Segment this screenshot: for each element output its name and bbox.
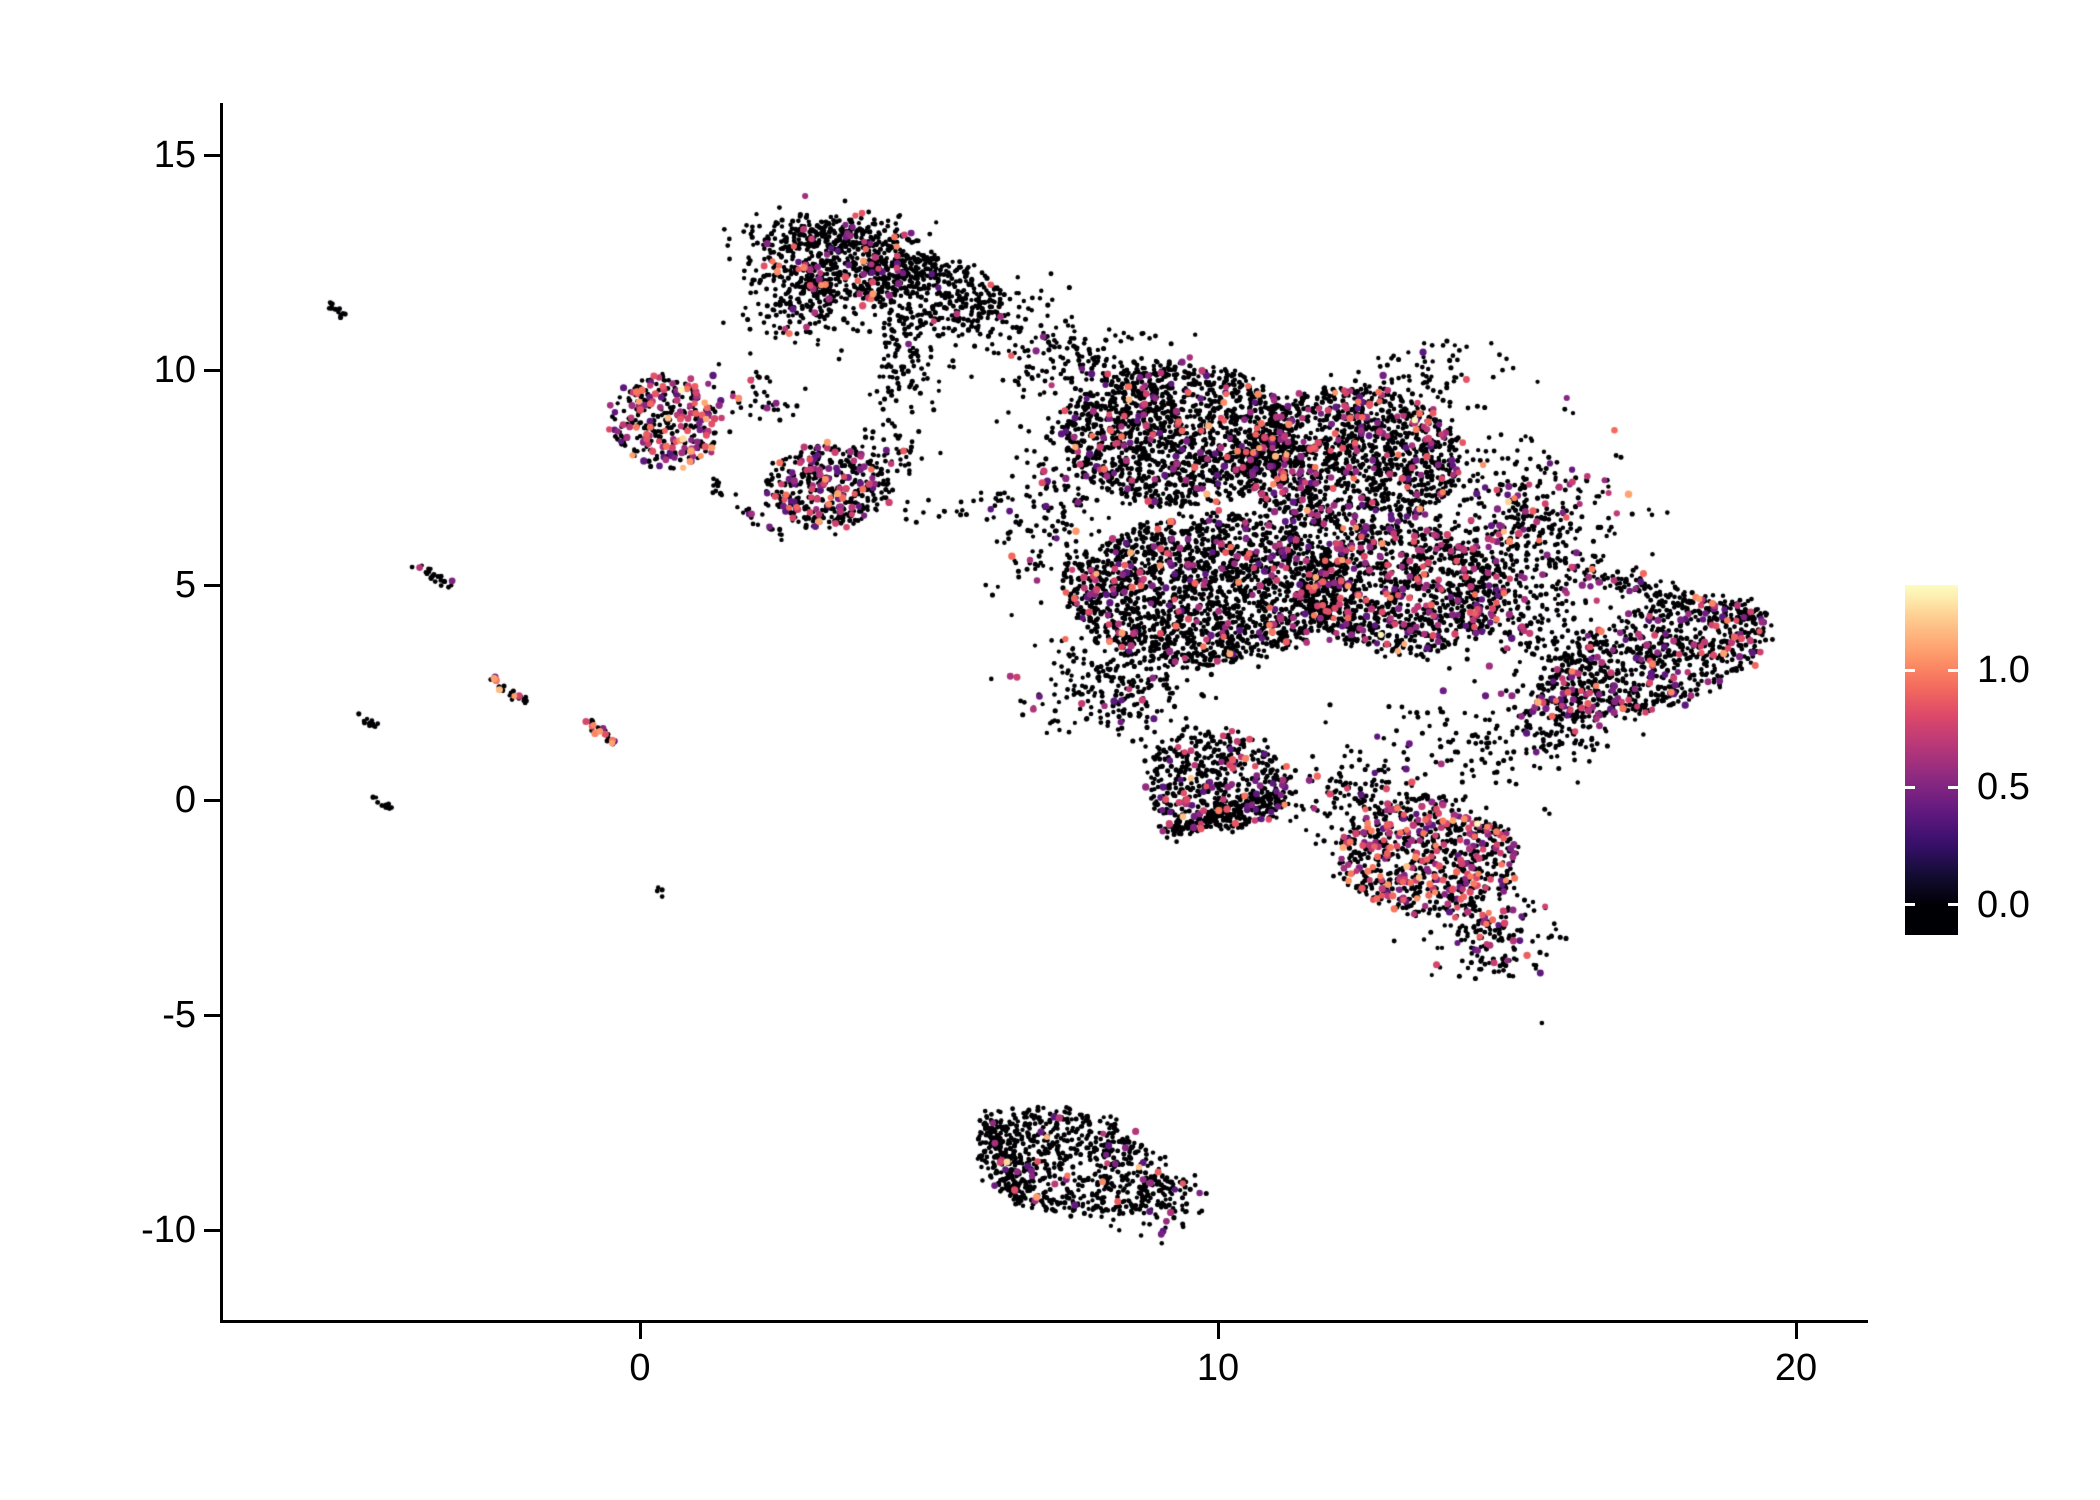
- colorbar-tick-mark: [1905, 903, 1915, 907]
- y-tick-label: -10: [141, 1209, 196, 1251]
- x-tick-label: 10: [1196, 1347, 1240, 1389]
- y-tick-label: 0: [174, 779, 196, 821]
- colorbar-tick-label: 0.0: [1977, 883, 2030, 926]
- y-tick-label: 15: [153, 134, 196, 176]
- x-tick-mark: [638, 1323, 642, 1339]
- x-tick-mark: [1216, 1323, 1220, 1339]
- colorbar-legend: 1.0 0.5 0.0: [1905, 585, 2100, 935]
- y-tick-mark: [204, 798, 220, 802]
- x-tick-mark: [1794, 1323, 1798, 1339]
- y-axis-line: [220, 103, 223, 1323]
- colorbar-tick-mark: [1948, 785, 1958, 789]
- y-tick-mark: [204, 1013, 220, 1017]
- colorbar-tick-mark: [1948, 668, 1958, 672]
- y-tick-label: 10: [153, 349, 196, 391]
- colorbar-tick-mark: [1948, 903, 1958, 907]
- x-tick-label: 20: [1774, 1347, 1818, 1389]
- colorbar-tick-mark: [1905, 785, 1915, 789]
- y-tick-mark: [204, 368, 220, 372]
- y-tick-mark: [204, 1228, 220, 1232]
- colorbar-gradient: [1905, 585, 1958, 935]
- colorbar-tick-label: 0.5: [1977, 766, 2030, 809]
- x-tick-label: 0: [629, 1347, 651, 1389]
- y-tick-label: 5: [174, 564, 196, 606]
- colorbar-tick-mark: [1905, 668, 1915, 672]
- y-tick-mark: [204, 153, 220, 157]
- y-tick-mark: [204, 583, 220, 587]
- x-axis-line: [220, 1320, 1868, 1323]
- colorbar-tick-label: 1.0: [1977, 649, 2030, 692]
- y-tick-label: -5: [162, 994, 196, 1036]
